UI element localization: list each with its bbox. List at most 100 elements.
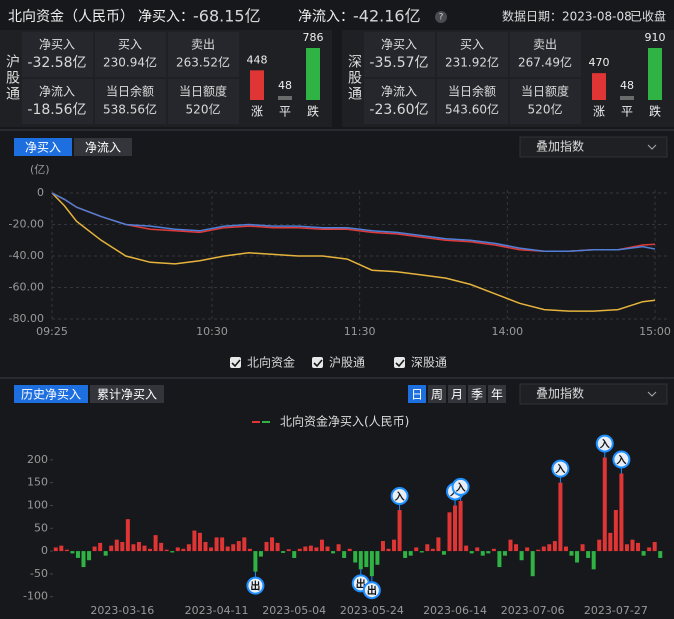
tab[interactable] — [468, 385, 486, 403]
tab-label[interactable]: 净买入 — [25, 141, 61, 155]
legend-checkbox[interactable] — [230, 357, 241, 368]
bar — [297, 548, 302, 552]
flag-label[interactable]: 入 — [456, 482, 466, 494]
flag[interactable] — [595, 434, 614, 453]
tab[interactable] — [448, 385, 466, 403]
bar — [114, 539, 119, 552]
flag[interactable] — [390, 487, 409, 506]
help-icon[interactable] — [435, 11, 447, 23]
breadth-value: 786 — [303, 31, 324, 44]
cell — [437, 32, 508, 77]
flag-label[interactable]: 入 — [616, 455, 626, 467]
bar — [552, 541, 557, 552]
cell-label: 卖出 — [191, 38, 215, 52]
bar — [541, 546, 546, 552]
bar — [136, 541, 141, 552]
bar — [270, 537, 275, 552]
x-tick-label: 14:00 — [491, 325, 523, 338]
flag[interactable] — [246, 576, 265, 595]
breadth-label: 平 — [279, 105, 291, 119]
bar — [480, 551, 485, 556]
x-tick-label: 09:25 — [36, 325, 68, 338]
tab-label[interactable]: 季 — [471, 388, 483, 402]
tab[interactable] — [408, 385, 426, 403]
y-tick-label: -60.00 — [9, 281, 44, 294]
bar — [580, 544, 585, 552]
bar — [392, 539, 397, 552]
flag[interactable] — [362, 581, 381, 600]
help-text[interactable]: ? — [439, 13, 444, 23]
bar — [453, 505, 458, 552]
cell-label: 当日余额 — [106, 84, 154, 99]
tab-label[interactable]: 年 — [491, 388, 503, 402]
cell-value: 230.94亿 — [103, 55, 157, 70]
legend-label[interactable]: 深股通 — [411, 356, 447, 370]
tab[interactable] — [14, 385, 88, 403]
tab-label[interactable]: 历史净买入 — [21, 388, 81, 402]
legend-label[interactable]: 沪股通 — [329, 356, 365, 370]
tab[interactable] — [74, 138, 132, 156]
bar — [430, 548, 435, 552]
tab-label[interactable]: 周 — [431, 388, 443, 402]
bar — [475, 547, 480, 552]
flag[interactable] — [451, 477, 470, 496]
flag-label[interactable]: 入 — [555, 464, 565, 476]
bar — [525, 547, 530, 552]
bar — [131, 544, 136, 552]
y-tick-label: 200 — [27, 453, 48, 466]
value: -42.16亿 — [353, 7, 421, 26]
flag[interactable] — [612, 450, 631, 469]
flag-label[interactable]: 出 — [356, 577, 366, 590]
legend-checkbox[interactable] — [312, 357, 323, 368]
bar — [336, 544, 341, 552]
flag-label[interactable]: 入 — [395, 491, 405, 503]
dropdown[interactable] — [519, 383, 668, 405]
bar — [619, 473, 624, 552]
tab[interactable] — [14, 138, 72, 156]
tab[interactable] — [90, 385, 164, 403]
panel-name: 沪股通 — [4, 54, 20, 102]
x-tick-label: 2023-04-11 — [185, 604, 249, 617]
dropdown-label[interactable]: 叠加指数 — [536, 386, 584, 401]
bar — [647, 547, 652, 552]
bar — [186, 544, 191, 552]
dropdown[interactable] — [519, 136, 668, 158]
bar — [281, 551, 286, 553]
bar — [502, 551, 507, 556]
legend-label[interactable]: 北向资金 — [247, 355, 295, 370]
bar — [53, 547, 58, 552]
cell-value: -32.58亿 — [27, 55, 86, 71]
tab-label[interactable]: 日 — [411, 388, 423, 402]
bar — [325, 546, 330, 552]
breadth-bar — [648, 48, 662, 100]
tab-label[interactable]: 月 — [451, 388, 463, 402]
legend-checkbox[interactable] — [394, 357, 405, 368]
flag-label[interactable]: 出 — [367, 584, 377, 597]
flag-label[interactable]: 出 — [250, 580, 260, 593]
cell-label: 当日额度 — [521, 84, 569, 99]
bar — [142, 545, 147, 552]
bar — [624, 544, 629, 552]
bar — [497, 551, 502, 568]
bar — [436, 537, 441, 552]
flag-label[interactable]: 入 — [600, 439, 610, 451]
bar — [258, 551, 263, 557]
dropdown-label[interactable]: 叠加指数 — [536, 139, 584, 154]
cell-value: -35.57亿 — [369, 55, 428, 71]
breadth-label: 跌 — [649, 104, 661, 119]
tab[interactable] — [428, 385, 446, 403]
dropdown-arrow — [647, 144, 657, 150]
cell-label: 净买入 — [381, 38, 417, 52]
tab-label[interactable]: 净流入 — [85, 141, 121, 155]
breadth-bar — [278, 96, 292, 100]
bar — [486, 551, 491, 554]
flag[interactable] — [551, 459, 570, 478]
bar — [652, 541, 657, 552]
cell — [95, 32, 166, 77]
tab[interactable] — [488, 385, 506, 403]
x-tick-label: 2023-07-06 — [501, 604, 565, 617]
checkmark — [231, 359, 241, 368]
cell — [168, 79, 239, 124]
tab-label[interactable]: 累计净买入 — [97, 388, 157, 402]
